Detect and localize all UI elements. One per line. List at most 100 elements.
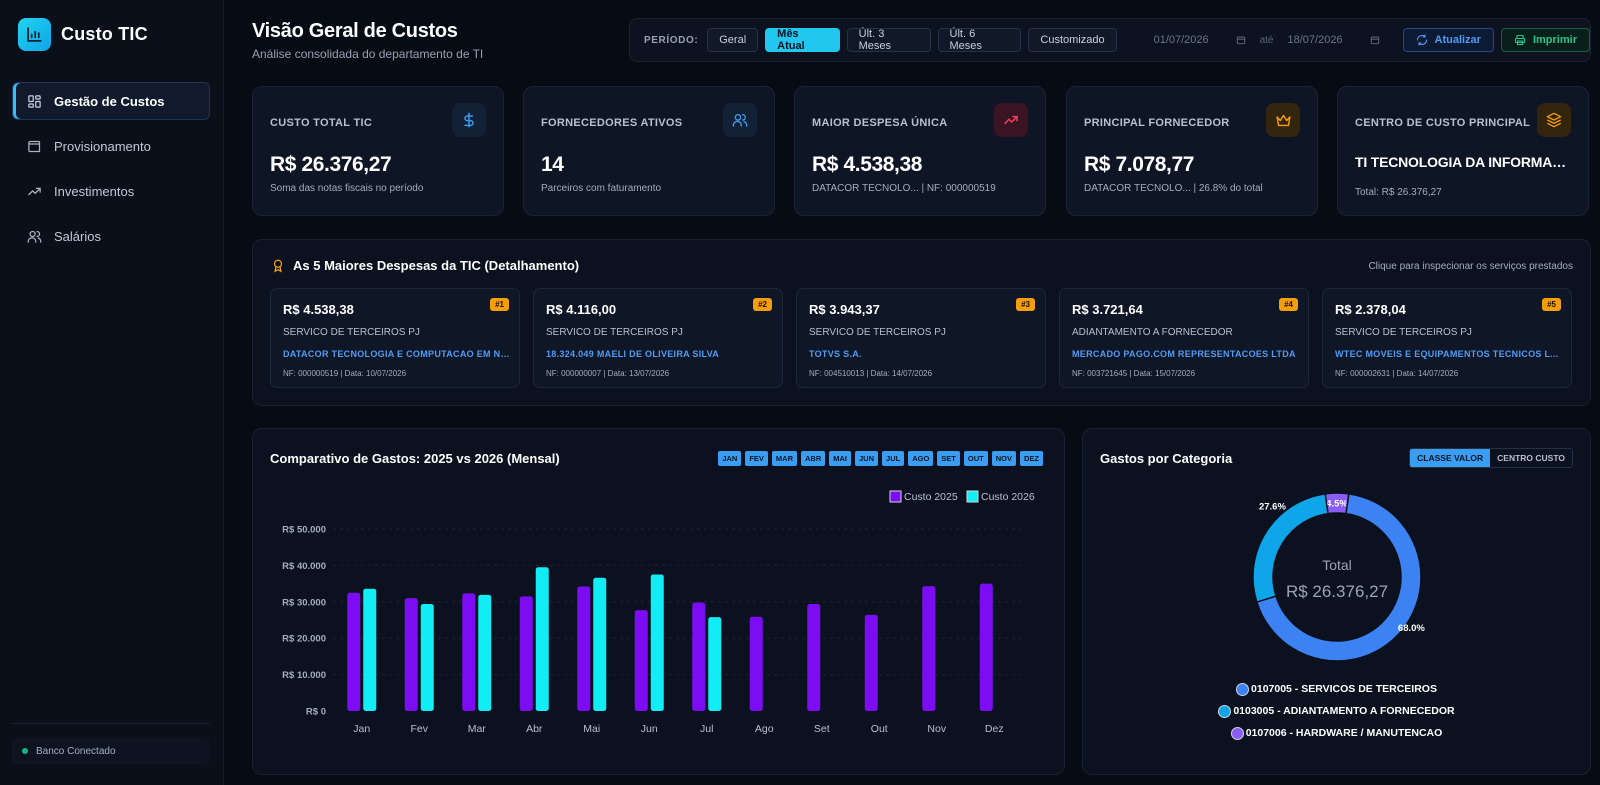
bar-custo-2025-jun[interactable] — [634, 610, 648, 711]
top-5-hint: Clique para inspecionar os serviços pres… — [1368, 261, 1573, 272]
bar-custo-2025-ago[interactable] — [749, 616, 763, 711]
expense-value: R$ 3.943,37 — [809, 302, 880, 317]
month-button-nov[interactable]: NOV — [991, 451, 1016, 466]
month-button-abr[interactable]: ABR — [801, 451, 826, 466]
toggle-classe-valor[interactable]: CLASSE VALOR — [1410, 449, 1491, 467]
kpi-card-custo-total: CUSTO TOTAL TIC R$ 26.376,27 Soma das no… — [252, 86, 504, 216]
expense-meta: NF: 004510013 | Data: 14/07/2026 — [809, 369, 933, 378]
date-from-input[interactable]: 01/07/2026 — [1150, 28, 1250, 52]
kpi-value: TI TECNOLOGIA DA INFORMACAO — [1355, 154, 1573, 170]
expense-meta: NF: 000000007 | Data: 13/07/2026 — [546, 369, 670, 378]
y-tick-label: R$ 10.000 — [282, 670, 326, 681]
x-tick-label: Jan — [353, 723, 370, 735]
bar-custo-2025-jan[interactable] — [347, 592, 361, 711]
kpi-value: 14 — [541, 153, 564, 176]
period-button-mes-atual[interactable]: Mês Atual — [765, 28, 840, 52]
bar-custo-2025-dez[interactable] — [979, 583, 993, 711]
kpi-card-fornecedores: FORNECEDORES ATIVOS 14 Parceiros com fat… — [523, 86, 775, 216]
sidebar-nav: Gestão de Custos Provisionamento Investi… — [12, 82, 210, 262]
donut-legend-item[interactable]: 0103005 - ADIANTAMENTO A FORNECEDOR — [1083, 700, 1590, 722]
bar-custo-2025-abr[interactable] — [519, 596, 533, 711]
bar-custo-2025-mai[interactable] — [577, 586, 591, 711]
print-button[interactable]: Imprimir — [1500, 28, 1590, 52]
kpi-label: FORNECEDORES ATIVOS — [541, 117, 683, 129]
expense-vendor: TOTVS S.A. — [809, 349, 862, 359]
bar-custo-2026-jan[interactable] — [363, 588, 377, 711]
legend-swatch — [966, 490, 979, 503]
donut-legend-item[interactable]: 0107005 - SERVICOS DE TERCEIROS — [1083, 678, 1590, 700]
sidebar-item-gestao-de-custos[interactable]: Gestão de Custos — [12, 82, 210, 120]
bar-custo-2026-fev[interactable] — [420, 603, 434, 711]
expense-type: ADIANTAMENTO A FORNECEDOR — [1072, 327, 1233, 338]
sidebar-item-label: Gestão de Custos — [54, 93, 165, 109]
period-button-ult-3-meses[interactable]: Últ. 3 Meses — [846, 28, 931, 52]
bar-custo-2026-jul[interactable] — [708, 617, 722, 711]
brand[interactable]: Custo TIC — [18, 18, 148, 51]
kpi-label: CUSTO TOTAL TIC — [270, 117, 373, 129]
rank-badge: #4 — [1279, 298, 1298, 311]
donut-legend-item[interactable]: 0107006 - HARDWARE / MANUTENCAO — [1083, 722, 1590, 744]
bar-custo-2025-jul[interactable] — [692, 602, 706, 711]
dollar-icon — [452, 103, 486, 137]
expense-type: SERVICO DE TERCEIROS PJ — [283, 327, 420, 338]
bar-custo-2026-jun[interactable] — [650, 574, 664, 712]
trending-up-icon — [994, 103, 1028, 137]
month-button-dez[interactable]: DEZ — [1020, 451, 1043, 466]
expense-card-2[interactable]: R$ 4.116,00 #2 SERVICO DE TERCEIROS PJ 1… — [533, 288, 783, 388]
y-tick-label: R$ 30.000 — [282, 597, 326, 608]
legend-label: 0107006 - HARDWARE / MANUTENCAO — [1245, 727, 1443, 739]
expense-value: R$ 4.538,38 — [283, 302, 354, 317]
expense-card-3[interactable]: R$ 3.943,37 #3 SERVICO DE TERCEIROS PJ T… — [796, 288, 1046, 388]
period-button-customizado[interactable]: Customizado — [1028, 28, 1117, 52]
y-tick-label: R$ 0 — [306, 707, 326, 718]
donut-legend: 0107005 - SERVICOS DE TERCEIROS 0103005 -… — [1083, 678, 1590, 744]
period-button-geral[interactable]: Geral — [707, 28, 759, 52]
month-button-mar[interactable]: MAR — [771, 451, 798, 466]
donut-chart-title: Gastos por Categoria — [1100, 451, 1233, 466]
rank-badge: #1 — [490, 298, 509, 311]
expense-card-1[interactable]: R$ 4.538,38 #1 SERVICO DE TERCEIROS PJ D… — [270, 288, 520, 388]
donut-slice-1[interactable] — [1252, 492, 1329, 603]
printer-icon — [1514, 34, 1526, 46]
month-button-set[interactable]: SET — [937, 451, 960, 466]
sidebar-item-salarios[interactable]: Salários — [12, 217, 210, 255]
expense-meta: NF: 003721645 | Data: 15/07/2026 — [1072, 369, 1196, 378]
toggle-centro-custo[interactable]: CENTRO CUSTO — [1497, 453, 1565, 463]
bar-chart: R$ 0 R$ 10.000 R$ 20.000 R$ 30.000 R$ 40.000… — [282, 490, 1035, 735]
sidebar-item-provisionamento[interactable]: Provisionamento — [12, 127, 210, 165]
month-button-out[interactable]: OUT — [963, 451, 988, 466]
date-to-input[interactable]: 18/07/2026 — [1284, 28, 1384, 52]
expense-card-4[interactable]: R$ 3.721,64 #4 ADIANTAMENTO A FORNECEDOR… — [1059, 288, 1309, 388]
period-button-ult-6-meses[interactable]: Últ. 6 Meses — [937, 28, 1022, 52]
layers-icon — [1537, 103, 1571, 137]
legend-swatch — [1218, 704, 1232, 718]
refresh-button[interactable]: Atualizar — [1402, 28, 1494, 52]
top-5-title: As 5 Maiores Despesas da TIC (Detalhamen… — [271, 258, 579, 273]
legend-swatch — [1230, 726, 1244, 740]
refresh-button-label: Atualizar — [1434, 34, 1481, 46]
sidebar-item-investimentos[interactable]: Investimentos — [12, 172, 210, 210]
donut-slice-0[interactable] — [1255, 492, 1422, 662]
bar-custo-2026-mai[interactable] — [593, 577, 607, 711]
legend-label: Custo 2026 — [981, 491, 1035, 503]
bar-custo-2025-mar[interactable] — [462, 593, 476, 711]
connection-status: Banco Conectado — [12, 738, 210, 764]
bar-custo-2026-mar[interactable] — [478, 594, 492, 711]
x-tick-label: Dez — [985, 723, 1004, 735]
category-panel: Gastos por Categoria CLASSE VALOR CENTRO… — [1082, 428, 1591, 775]
bar-custo-2025-out[interactable] — [864, 614, 878, 711]
month-button-mai[interactable]: MAI — [829, 451, 852, 466]
month-button-jun[interactable]: JUN — [855, 451, 879, 466]
month-button-jul[interactable]: JUL — [882, 451, 905, 466]
bar-custo-2025-nov[interactable] — [922, 586, 936, 711]
expense-card-5[interactable]: R$ 2.378,04 #5 SERVICO DE TERCEIROS PJ W… — [1322, 288, 1572, 388]
legend-swatch — [889, 490, 902, 503]
month-button-jan[interactable]: JAN — [718, 451, 742, 466]
month-button-ago[interactable]: AGO — [908, 451, 934, 466]
bar-custo-2026-abr[interactable] — [535, 567, 549, 711]
bar-custo-2025-fev[interactable] — [404, 598, 418, 711]
month-button-fev[interactable]: FEV — [745, 451, 768, 466]
bar-custo-2025-set[interactable] — [807, 603, 821, 711]
sidebar: Custo TIC Gestão de Custos Provisionamen… — [0, 0, 224, 785]
donut-chart: 4.5% 68.0% 27.6% Total R$ 26.376,27 — [1252, 492, 1425, 662]
